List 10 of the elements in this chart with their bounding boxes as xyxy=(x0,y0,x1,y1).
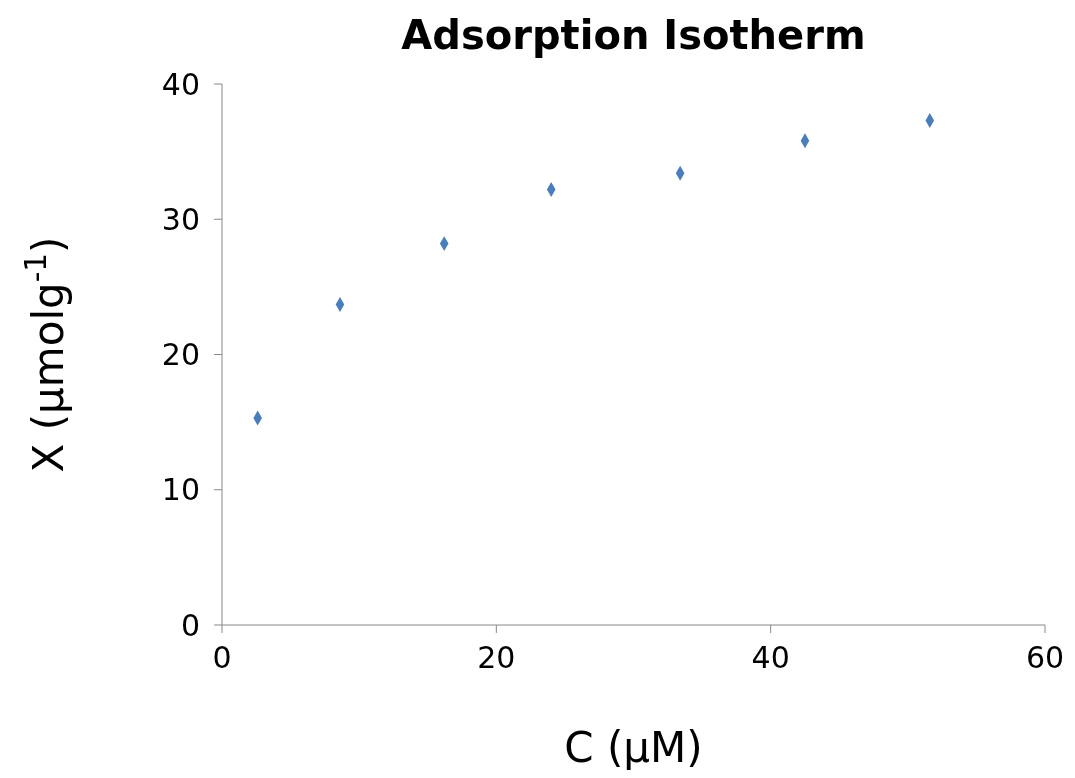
x-tick-label: 0 xyxy=(212,640,232,676)
chart-title: Adsorption Isotherm xyxy=(400,12,867,58)
y-tick-label: 0 xyxy=(180,607,200,643)
y-tick-label: 40 xyxy=(161,66,200,102)
x-tick-label: 40 xyxy=(751,640,790,676)
y-tick-label: 10 xyxy=(161,472,200,508)
y-tick-label: 20 xyxy=(161,337,200,373)
x-tick-label: 20 xyxy=(477,640,516,676)
y-tick-label: 30 xyxy=(161,201,200,237)
x-tick-label: 60 xyxy=(1025,640,1065,676)
